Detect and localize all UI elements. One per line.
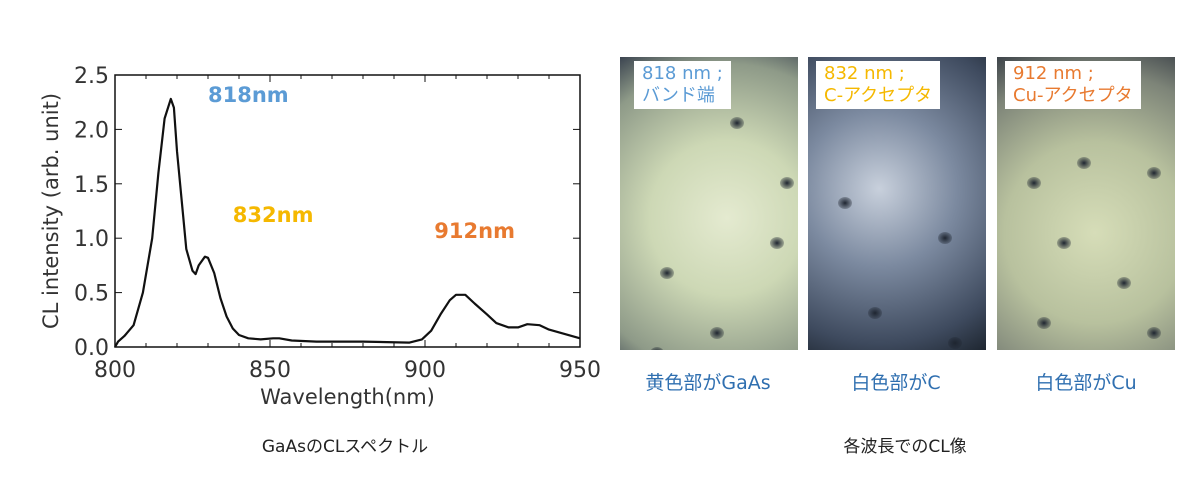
peak-label: 912nm [434,219,515,243]
panel-caption: 白色部がCu [1035,372,1137,394]
dark-spot [660,267,674,279]
dark-spot [868,307,882,319]
dark-spot [730,117,744,129]
peak-label: 818nm [208,83,289,107]
y-tick-label: 1.5 [74,173,109,198]
panel-caption: 黄色部がGaAs [645,372,771,394]
dark-spot [938,232,952,244]
panel-label-desc: C-アクセプタ [824,85,933,106]
panel-label-desc: Cu-アクセプタ [1013,85,1133,106]
y-axis-label: CL intensity (arb. unit) [39,93,63,329]
cl-image-818: 818 nm ; バンド端 [620,57,798,350]
images-caption: 各波長でのCL像 [843,437,967,457]
dark-spot [1147,167,1161,179]
x-tick-label: 850 [249,358,291,383]
dark-spot [1117,277,1131,289]
x-axis-label: Wavelength(nm) [260,385,435,409]
spectrum-line [114,97,581,348]
dark-spot [838,197,852,209]
x-tick-label: 900 [404,358,446,383]
plot-frame [114,74,581,348]
y-tick-label: 0.5 [74,282,109,307]
dark-spot [650,347,664,350]
y-tick-label: 0.0 [74,336,109,361]
panel-label-desc: バンド端 [642,85,715,106]
chart-caption: GaAsのCLスペクトル [261,437,429,457]
dark-spot [1147,327,1161,339]
cl-image-832: 832 nm ; C-アクセプタ [808,57,986,350]
y-tick-label: 2.0 [74,118,109,143]
x-tick-label: 950 [559,358,600,383]
dark-spot [1077,157,1091,169]
cl-image-912: 912 nm ; Cu-アクセプタ [997,57,1175,350]
panel-label-wavelength: 818 nm ; [642,63,723,84]
dark-spot [770,237,784,249]
panel-caption: 白色部がC [851,372,941,394]
panel-label-wavelength: 912 nm ; [1013,63,1094,84]
y-tick-label: 2.5 [74,64,109,89]
dark-spot [710,327,724,339]
y-tick-label: 1.0 [74,227,109,252]
dark-spot [948,337,962,349]
dark-spot [780,177,794,189]
cl-spectrum-chart: 0.0 0.5 1.0 1.5 2.0 2.5 800 850 900 950 Wavelength… [39,64,600,409]
dark-spot [1027,177,1041,189]
x-tick-label: 800 [94,358,136,383]
peak-label: 832nm [233,203,314,227]
dark-spot [1057,237,1071,249]
dark-spot [1037,317,1051,329]
panel-label-wavelength: 832 nm ; [824,63,905,84]
